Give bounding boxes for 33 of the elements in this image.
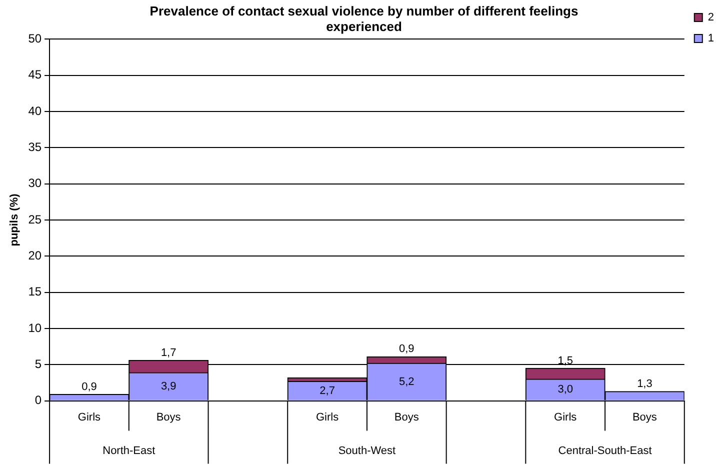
y-tick-label: 0 [34,393,42,408]
data-label: 1,3 [637,378,652,390]
x-tick-label: Girls [554,411,578,424]
text: South-West [338,444,396,457]
y-tick-label: 10 [28,320,42,335]
y-tick-label: 50 [28,32,42,46]
data-label: 5,2 [398,376,414,388]
data-label: 0,9 [398,343,414,356]
x-tick-label: Boys [394,411,420,424]
chart-title: Prevalence of contact sexual violence by number of different feelings experienced [150,3,578,34]
x-tick-label: Girls [316,411,340,424]
data-label: 2,7 [320,384,335,397]
y-tick-label: 20 [28,248,42,262]
y-tick-label: 30 [28,176,42,190]
y-tick-label: 45 [28,68,42,82]
data-label: 3,9 [160,380,176,392]
data-label: 0,9 [82,380,97,393]
x-tick-label: Girls [78,411,102,424]
y-tick-label: 25 [28,212,42,226]
x-tick-label: Boys [632,411,658,424]
x-tick-label: Boys [156,411,182,424]
legend-label: 1 [708,32,714,45]
y-tick-label: 40 [28,104,42,118]
data-label: 1,7 [160,346,176,359]
y-tick-label: 15 [28,284,42,299]
y-tick-label: 35 [28,140,42,154]
legend-label: 2 [708,12,714,24]
data-label: 3,0 [558,384,573,396]
data-label: 1,5 [558,354,573,367]
text: North-East [102,444,156,457]
y-tick-label: 5 [34,356,42,371]
y-axis-title: pupils (%) [8,193,21,246]
text: Central-South-East [558,444,652,457]
